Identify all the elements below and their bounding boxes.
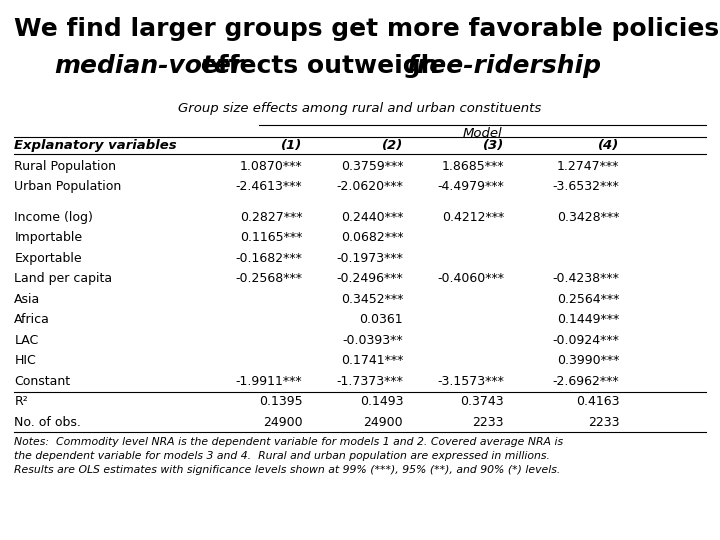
Text: median-voter: median-voter: [54, 54, 243, 78]
Text: Urban Population: Urban Population: [14, 180, 122, 193]
Text: -4.4979***: -4.4979***: [437, 180, 504, 193]
Text: -2.4613***: -2.4613***: [235, 180, 302, 193]
Text: Explanatory variables: Explanatory variables: [14, 139, 177, 152]
Text: -0.4060***: -0.4060***: [437, 272, 504, 285]
Text: -0.2496***: -0.2496***: [336, 272, 403, 285]
Text: Income (log): Income (log): [14, 211, 94, 224]
Text: 1.0870***: 1.0870***: [240, 160, 302, 173]
Text: -2.6962***: -2.6962***: [552, 375, 619, 388]
Text: 0.1449***: 0.1449***: [557, 313, 619, 326]
Text: 0.0361: 0.0361: [359, 313, 403, 326]
Text: 0.1395: 0.1395: [258, 395, 302, 408]
Text: 24900: 24900: [364, 416, 403, 429]
Text: 0.0682***: 0.0682***: [341, 231, 403, 244]
Text: (1): (1): [281, 139, 302, 152]
Text: (4): (4): [598, 139, 619, 152]
Text: Group size effects among rural and urban constituents: Group size effects among rural and urban…: [179, 102, 541, 114]
Text: No. of obs.: No. of obs.: [14, 416, 81, 429]
Text: 2233: 2233: [588, 416, 619, 429]
Text: -1.9911***: -1.9911***: [235, 375, 302, 388]
Text: -3.1573***: -3.1573***: [437, 375, 504, 388]
Text: 0.4163: 0.4163: [576, 395, 619, 408]
Text: Land per capita: Land per capita: [14, 272, 112, 285]
Text: 0.3428***: 0.3428***: [557, 211, 619, 224]
Text: 0.1493: 0.1493: [360, 395, 403, 408]
Text: 0.1741***: 0.1741***: [341, 354, 403, 367]
Text: LAC: LAC: [14, 334, 39, 347]
Text: Notes:  Commodity level NRA is the dependent variable for models 1 and 2. Covere: Notes: Commodity level NRA is the depend…: [14, 437, 564, 475]
Text: (2): (2): [382, 139, 403, 152]
Text: 0.2564***: 0.2564***: [557, 293, 619, 306]
Text: -0.1682***: -0.1682***: [235, 252, 302, 265]
Text: 0.1165***: 0.1165***: [240, 231, 302, 244]
Text: 0.3759***: 0.3759***: [341, 160, 403, 173]
Text: 1.2747***: 1.2747***: [557, 160, 619, 173]
Text: 1.8685***: 1.8685***: [441, 160, 504, 173]
Text: Africa: Africa: [14, 313, 50, 326]
Text: effects outweigh: effects outweigh: [192, 54, 448, 78]
Text: 24900: 24900: [263, 416, 302, 429]
Text: We find larger groups get more favorable policies:: We find larger groups get more favorable…: [14, 17, 720, 41]
Text: free-ridership: free-ridership: [407, 54, 602, 78]
Text: -0.1973***: -0.1973***: [336, 252, 403, 265]
Text: -2.0620***: -2.0620***: [336, 180, 403, 193]
Text: Rural Population: Rural Population: [14, 160, 117, 173]
Text: 0.2440***: 0.2440***: [341, 211, 403, 224]
Text: -3.6532***: -3.6532***: [552, 180, 619, 193]
Text: 0.3990***: 0.3990***: [557, 354, 619, 367]
Text: (3): (3): [482, 139, 504, 152]
Text: -0.2568***: -0.2568***: [235, 272, 302, 285]
Text: -0.0393**: -0.0393**: [343, 334, 403, 347]
Text: -0.0924***: -0.0924***: [552, 334, 619, 347]
Text: R²: R²: [14, 395, 28, 408]
Text: 0.4212***: 0.4212***: [442, 211, 504, 224]
Text: Model: Model: [462, 127, 503, 140]
Text: HIC: HIC: [14, 354, 36, 367]
Text: 0.3452***: 0.3452***: [341, 293, 403, 306]
Text: Constant: Constant: [14, 375, 71, 388]
Text: Exportable: Exportable: [14, 252, 82, 265]
Text: -0.4238***: -0.4238***: [552, 272, 619, 285]
Text: -1.7373***: -1.7373***: [336, 375, 403, 388]
Text: 2233: 2233: [472, 416, 504, 429]
Text: 0.3743: 0.3743: [460, 395, 504, 408]
Text: Importable: Importable: [14, 231, 83, 244]
Text: Asia: Asia: [14, 293, 40, 306]
Text: 0.2827***: 0.2827***: [240, 211, 302, 224]
